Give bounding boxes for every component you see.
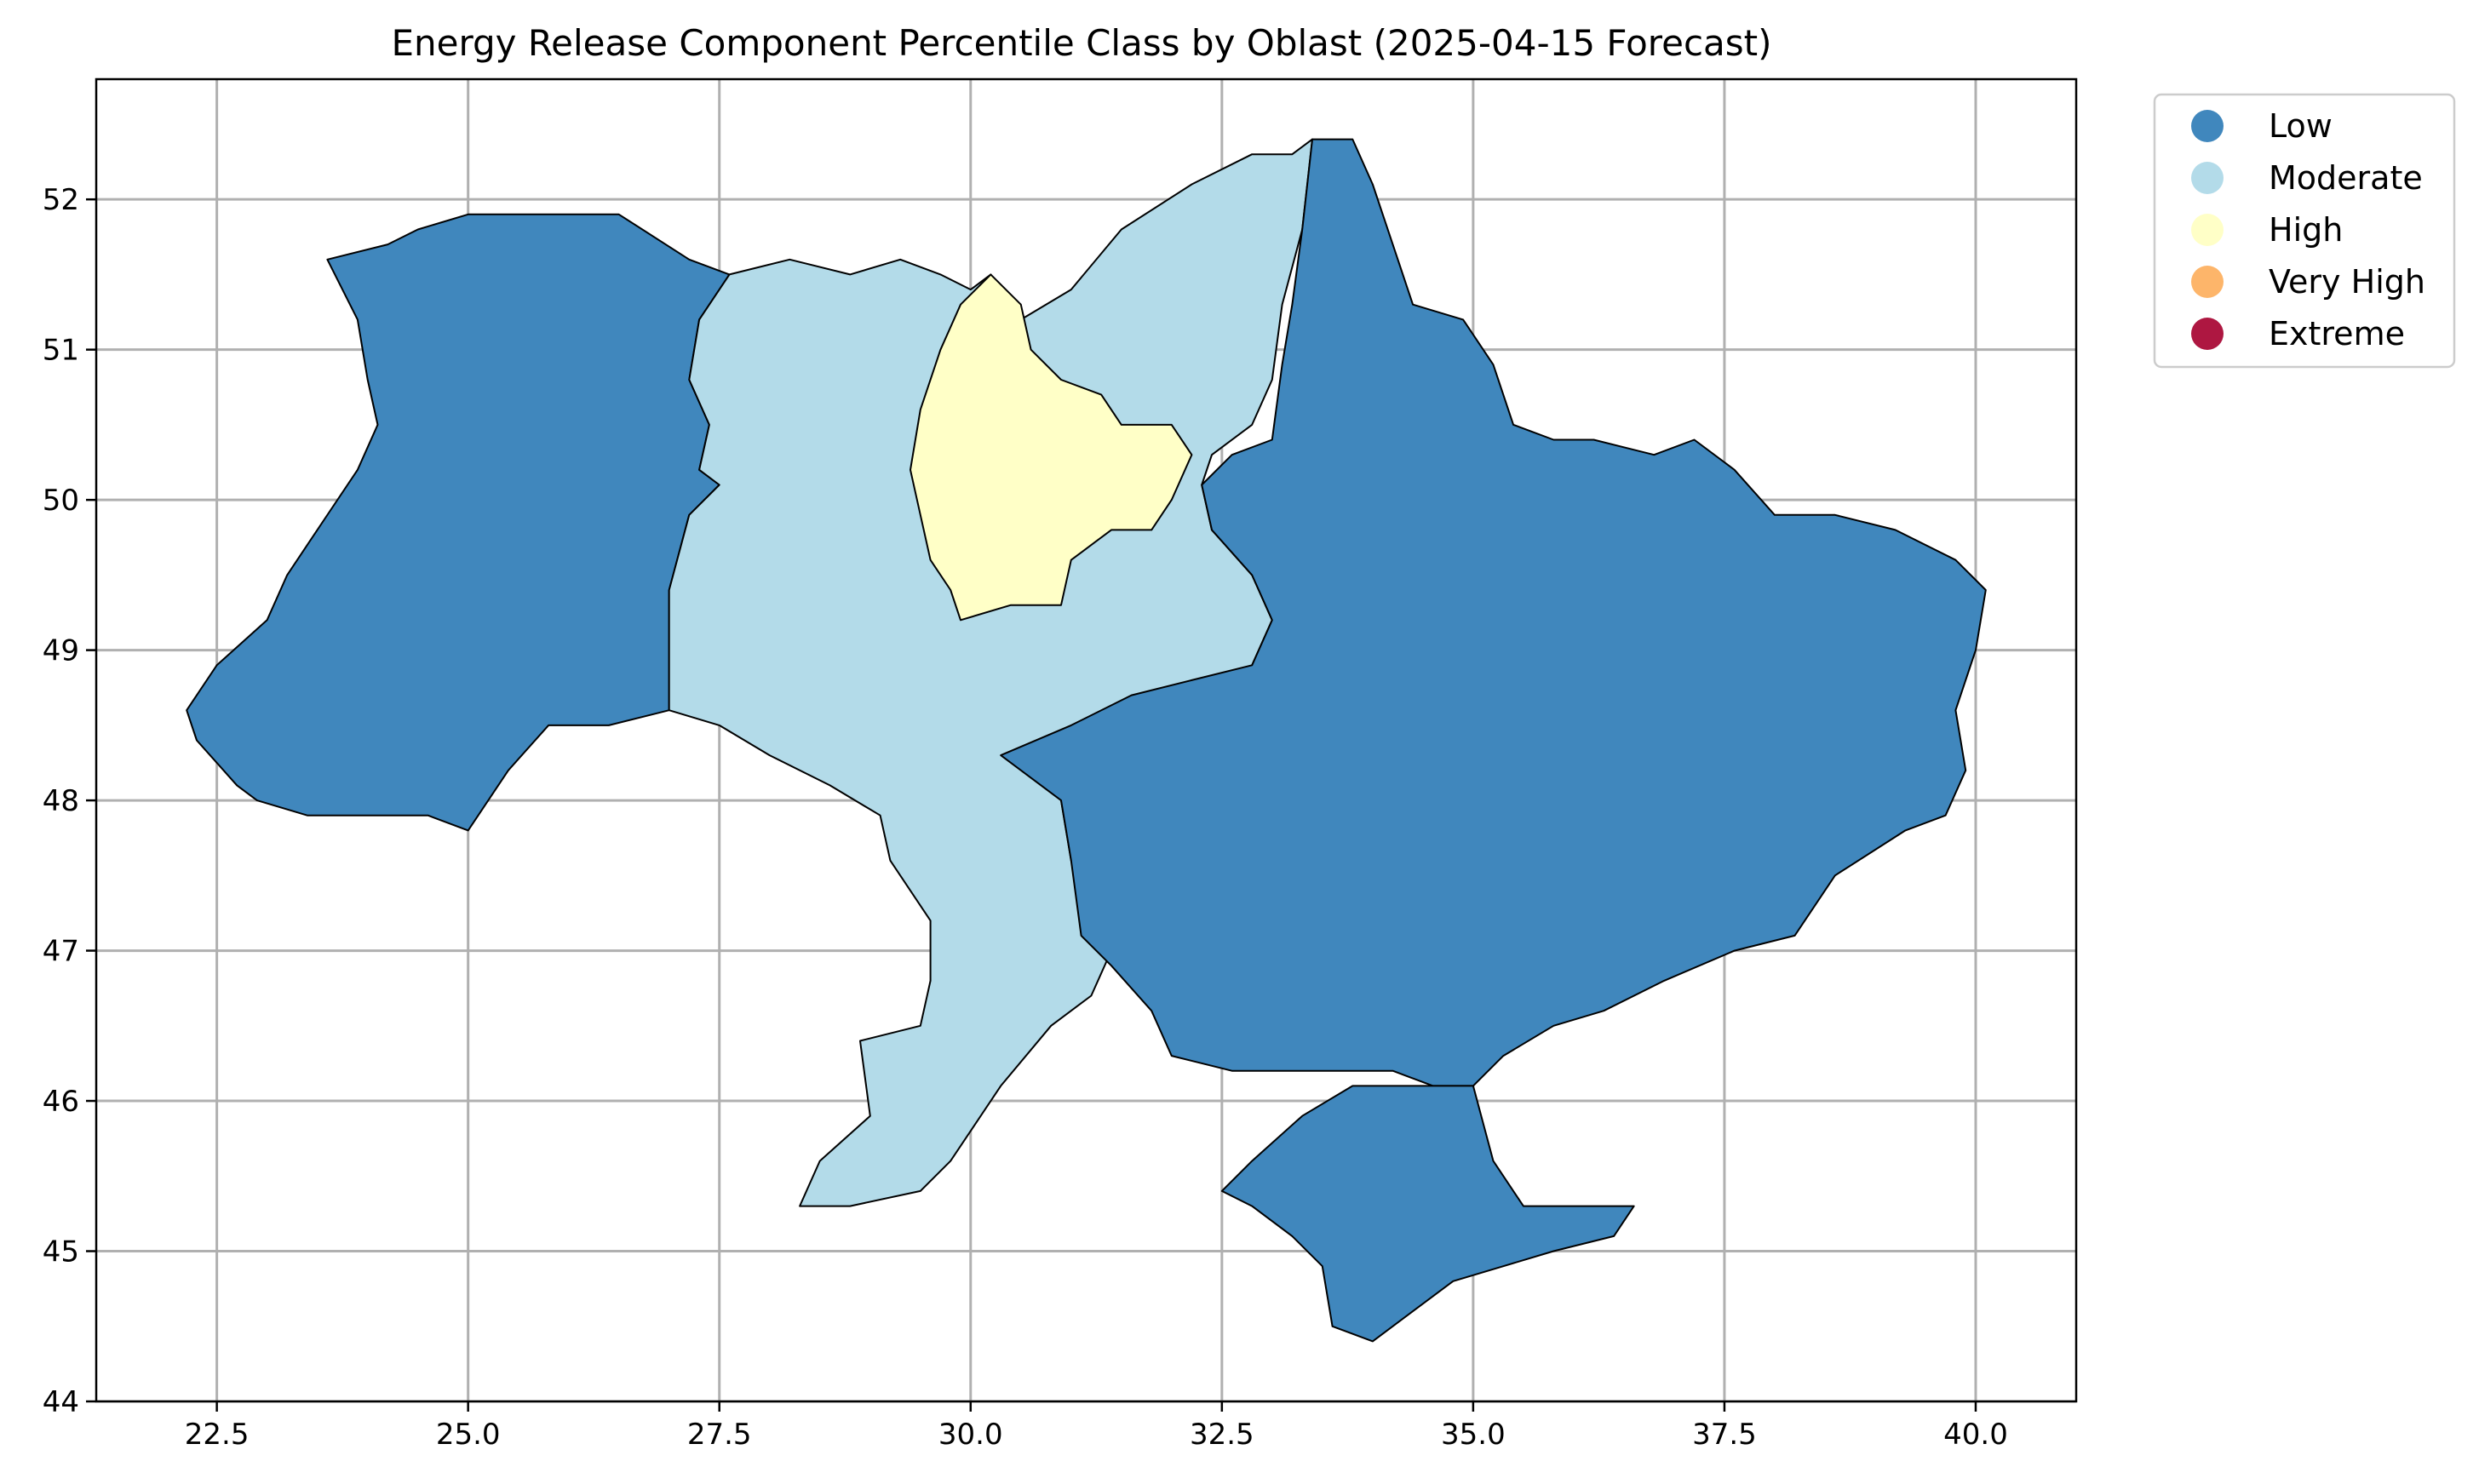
y-tick-label: 49	[43, 634, 79, 668]
legend-marker	[2191, 266, 2224, 298]
legend-marker	[2191, 214, 2224, 246]
y-tick-label: 51	[43, 334, 79, 368]
region-high	[910, 273, 1193, 622]
y-tick-label: 50	[43, 484, 79, 518]
x-tick-label: 22.5	[185, 1418, 250, 1452]
y-axis: 44 45 46 47 48 49 50 51 52	[43, 183, 96, 1419]
legend: Low Moderate High Very High Extreme	[2153, 93, 2456, 369]
y-tick-label: 47	[43, 935, 79, 969]
chart-title: Energy Release Component Percentile Clas…	[391, 22, 1771, 64]
x-tick-label: 35.0	[1441, 1418, 1506, 1452]
y-tick-label: 48	[43, 784, 79, 818]
legend-label: Extreme	[2269, 315, 2405, 352]
region-low	[1220, 1085, 1635, 1343]
x-tick-label: 40.0	[1943, 1418, 2008, 1452]
regions	[186, 138, 1987, 1343]
legend-label: Moderate	[2269, 159, 2423, 197]
legend-marker	[2191, 162, 2224, 194]
y-tick-label: 44	[43, 1385, 79, 1419]
plot-frame	[95, 77, 2078, 1403]
legend-frame	[2153, 93, 2456, 369]
x-axis: 22.5 25.0 27.5 30.0 32.5 35.0 37.5 40.0	[185, 1401, 2008, 1452]
x-tick-label: 30.0	[938, 1418, 1003, 1452]
legend-marker	[2191, 110, 2224, 142]
x-tick-label: 27.5	[687, 1418, 752, 1452]
legend-label: Low	[2269, 107, 2333, 145]
plot-area	[95, 77, 2078, 1403]
y-tick-label: 45	[43, 1235, 79, 1269]
legend-marker	[2191, 318, 2224, 350]
region-low	[1000, 138, 1987, 1087]
x-tick-label: 32.5	[1190, 1418, 1254, 1452]
x-tick-label: 37.5	[1692, 1418, 1757, 1452]
legend-label: Very High	[2269, 263, 2425, 301]
x-tick-label: 25.0	[436, 1418, 501, 1452]
legend-label: High	[2269, 211, 2343, 249]
y-tick-label: 46	[43, 1085, 79, 1119]
y-tick-label: 52	[43, 183, 79, 217]
